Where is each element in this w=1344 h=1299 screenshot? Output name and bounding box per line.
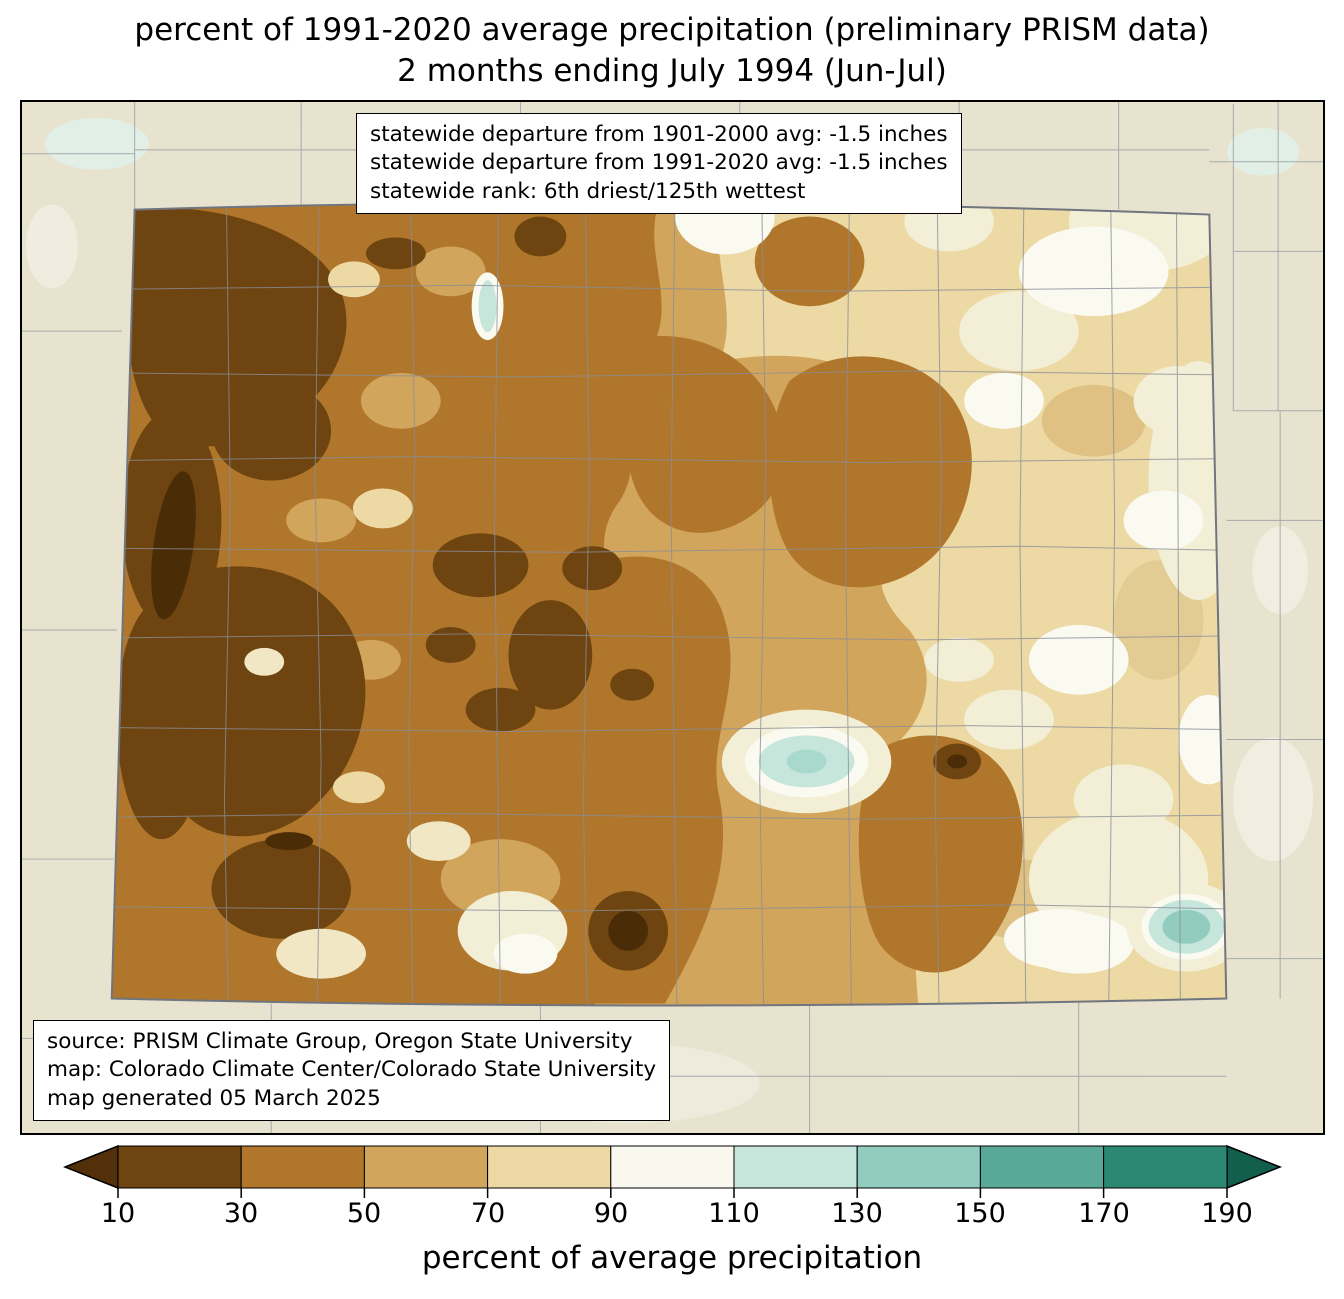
colorbar-right-arrow	[1226, 1144, 1283, 1190]
colorbar-tick-label: 110	[708, 1198, 760, 1229]
source-line-3: map generated 05 March 2025	[47, 1085, 381, 1111]
colorbar-segment	[240, 1145, 365, 1189]
colorbar-left-arrow	[62, 1144, 119, 1190]
colorbar	[20, 1143, 1325, 1203]
source-line-2: map: Colorado Climate Center/Colorado St…	[47, 1057, 657, 1083]
colorbar-segment	[487, 1145, 612, 1189]
colorbar-segment	[610, 1145, 735, 1189]
colorbar-tick-label: 50	[346, 1198, 382, 1229]
stats-box: statewide departure from 1901-2000 avg: …	[356, 113, 962, 215]
colorbar-tick-label: 90	[593, 1198, 629, 1229]
map-title: percent of 1991-2020 average precipitati…	[0, 10, 1344, 92]
colorbar-segment	[856, 1145, 981, 1189]
driest-spots	[151, 471, 968, 951]
stats-line-2: statewide departure from 1991-2020 avg: …	[370, 150, 948, 176]
colorbar-tick-label: 70	[470, 1198, 506, 1229]
colorbar-segment	[733, 1145, 858, 1189]
source-line-1: source: PRISM Climate Group, Oregon Stat…	[47, 1028, 633, 1054]
colorbar-segment	[979, 1145, 1105, 1189]
county-lines	[111, 202, 1227, 1006]
colorbar-segment	[1103, 1145, 1228, 1189]
map-title-line2: 2 months ending July 1994 (Jun-Jul)	[397, 52, 947, 89]
colorbar-tick-label: 170	[1078, 1198, 1130, 1229]
precipitation-map	[22, 102, 1323, 1133]
colorbar-svg	[62, 1144, 1283, 1198]
colorbar-ticks: 10 30 50 70 90 110 130 150 170 190	[20, 1198, 1325, 1232]
colorbar-tick-label: 130	[831, 1198, 883, 1229]
colorbar-tick-marks	[117, 1188, 1228, 1198]
colorbar-tick-label: 150	[954, 1198, 1006, 1229]
state-fill	[111, 202, 1227, 1006]
colorbar-segment	[363, 1145, 489, 1189]
map-frame: statewide departure from 1901-2000 avg: …	[20, 100, 1325, 1135]
stats-line-1: statewide departure from 1901-2000 avg: …	[370, 122, 948, 147]
colorbar-axis-label: percent of average precipitation	[421, 1240, 923, 1276]
colorbar-tick-label: 10	[100, 1198, 136, 1229]
colorbar-tick-label: 30	[223, 1198, 259, 1229]
stats-line-3: statewide rank: 6th driest/125th wettest	[370, 178, 806, 204]
map-title-line1: percent of 1991-2020 average precipitati…	[134, 12, 1210, 48]
source-box: source: PRISM Climate Group, Oregon Stat…	[33, 1019, 671, 1121]
colorbar-tick-label: 190	[1201, 1198, 1253, 1229]
colorbar-segment	[117, 1145, 242, 1189]
